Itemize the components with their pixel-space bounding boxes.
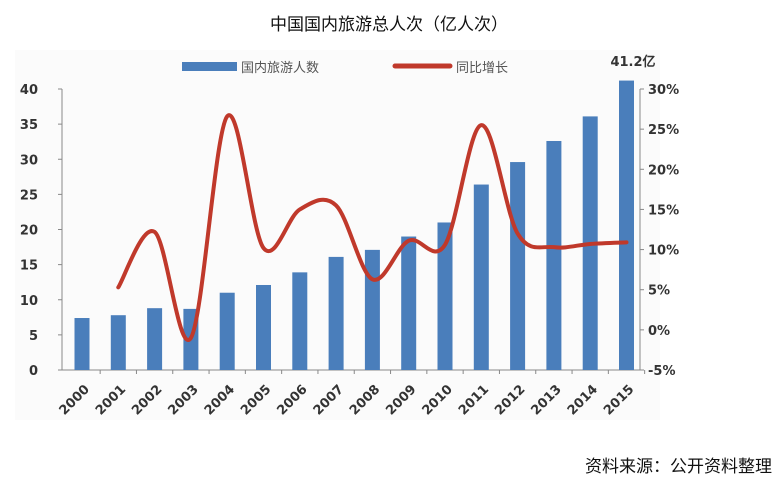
bar-2009 (401, 236, 417, 370)
left-tick-label: 15 (20, 259, 38, 274)
right-tick-label: 30% (648, 83, 679, 98)
right-tick-label: -5% (648, 364, 675, 379)
bar-2008 (364, 249, 380, 370)
chart-title: 中国国内旅游总人次（亿人次） (270, 15, 508, 35)
bar-2007 (328, 256, 344, 370)
bar-annotation: 41.2亿 (610, 54, 655, 70)
left-tick-label: 25 (20, 188, 38, 203)
left-tick-label: 5 (29, 329, 38, 344)
right-tick-label: 25% (648, 123, 679, 138)
bar-2010 (437, 222, 453, 370)
bar-2012 (510, 162, 526, 370)
bar-2004 (219, 292, 235, 370)
legend-label-line: 同比增长 (456, 61, 508, 76)
right-tick-label: 5% (648, 284, 670, 299)
growth-line (116, 113, 629, 343)
bar-2002 (147, 308, 163, 370)
right-tick-label: 20% (648, 163, 679, 178)
bar-2011 (473, 184, 489, 370)
left-tick-label: 30 (20, 153, 38, 168)
left-tick-label: 20 (20, 224, 38, 239)
legend-swatch-bars (182, 62, 237, 71)
legend-label-bars: 国内旅游人数 (241, 60, 319, 76)
left-tick-label: 35 (20, 118, 38, 133)
bar-2015 (619, 80, 634, 370)
bar-2000 (74, 318, 90, 370)
bar-2005 (256, 284, 271, 370)
bar-2001 (110, 315, 126, 370)
bar-2006 (292, 272, 308, 370)
bar-2013 (546, 140, 562, 370)
left-tick-label: 40 (20, 83, 38, 98)
right-tick-label: 15% (648, 203, 679, 218)
right-tick-label: 10% (648, 244, 679, 259)
left-tick-label: 0 (29, 364, 38, 379)
right-tick-label: 0% (648, 324, 670, 339)
left-tick-label: 10 (20, 294, 38, 309)
source-note: 资料来源：公开资料整理 (585, 457, 772, 477)
